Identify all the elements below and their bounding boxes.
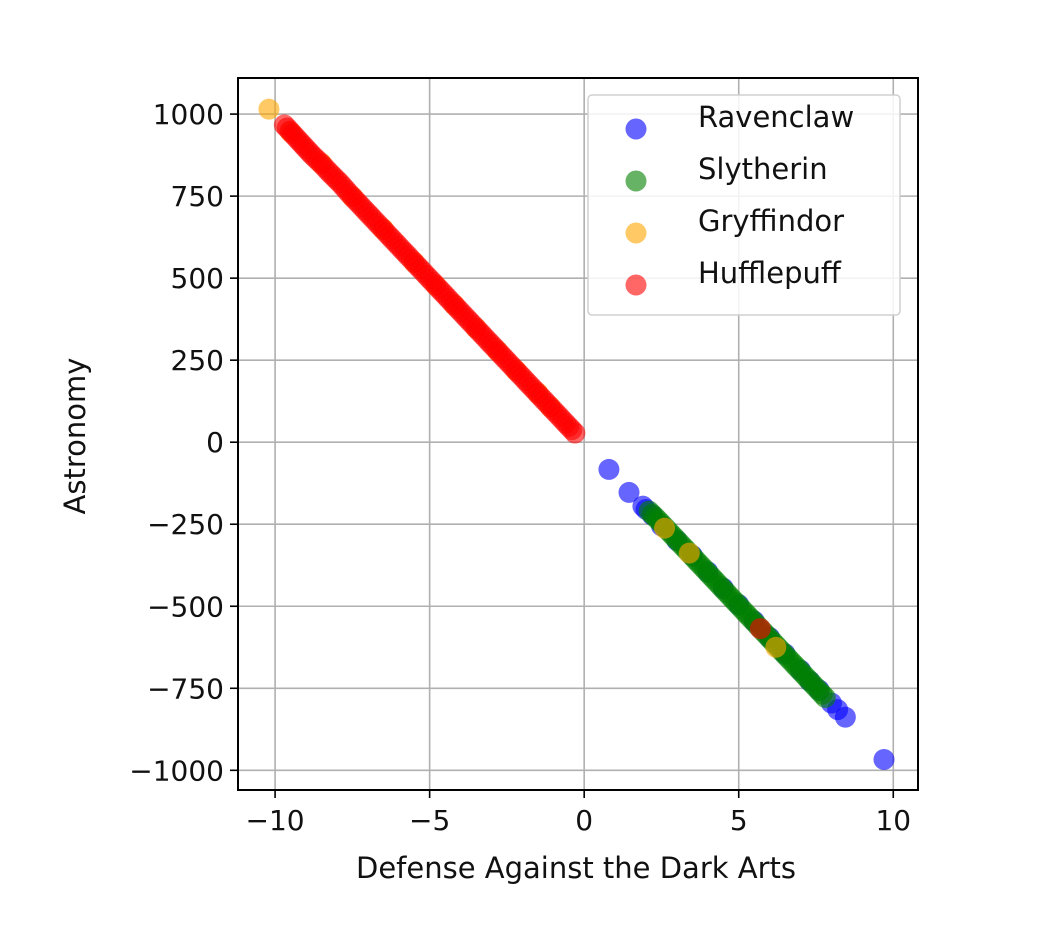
y-tick-label: −1000 — [129, 754, 224, 787]
legend-label: Hufflepuff — [698, 256, 842, 290]
data-point — [679, 543, 700, 564]
y-tick-label: 0 — [206, 426, 224, 459]
data-point — [835, 707, 856, 728]
x-axis-ticks: −10 −5 0 5 10 — [246, 790, 912, 837]
data-point — [258, 99, 279, 120]
y-tick-label: −250 — [147, 508, 224, 541]
y-tick-label: 500 — [171, 262, 224, 295]
data-point — [654, 518, 675, 539]
data-point — [598, 459, 619, 480]
y-tick-label: 250 — [171, 344, 224, 377]
legend-label: Gryffindor — [698, 204, 844, 238]
x-tick-label: −10 — [246, 804, 305, 837]
legend-marker — [626, 119, 647, 140]
x-tick-label: 0 — [575, 804, 593, 837]
legend-marker — [626, 223, 647, 244]
x-tick-label: 5 — [730, 804, 748, 837]
y-axis-label: Astronomy — [58, 358, 92, 515]
legend-label: Slytherin — [698, 152, 828, 186]
x-tick-label: 10 — [875, 804, 911, 837]
legend: Ravenclaw Slytherin Gryffindor Hufflepuff — [588, 95, 900, 315]
data-point — [564, 423, 585, 444]
data-point — [750, 618, 771, 639]
x-axis-label: Defense Against the Dark Arts — [356, 851, 796, 885]
data-point — [874, 749, 895, 770]
data-point — [765, 637, 786, 658]
y-tick-label: 1000 — [153, 98, 224, 131]
x-tick-label: −5 — [409, 804, 450, 837]
y-tick-label: −750 — [147, 672, 224, 705]
y-axis-ticks: 1000 750 500 250 0 −250 −500 −750 −1000 — [129, 98, 238, 787]
data-point — [815, 687, 836, 708]
legend-label: Ravenclaw — [698, 100, 854, 134]
legend-marker — [626, 171, 647, 192]
y-tick-label: −500 — [147, 590, 224, 623]
legend-marker — [626, 275, 647, 296]
y-tick-label: 750 — [171, 180, 224, 213]
